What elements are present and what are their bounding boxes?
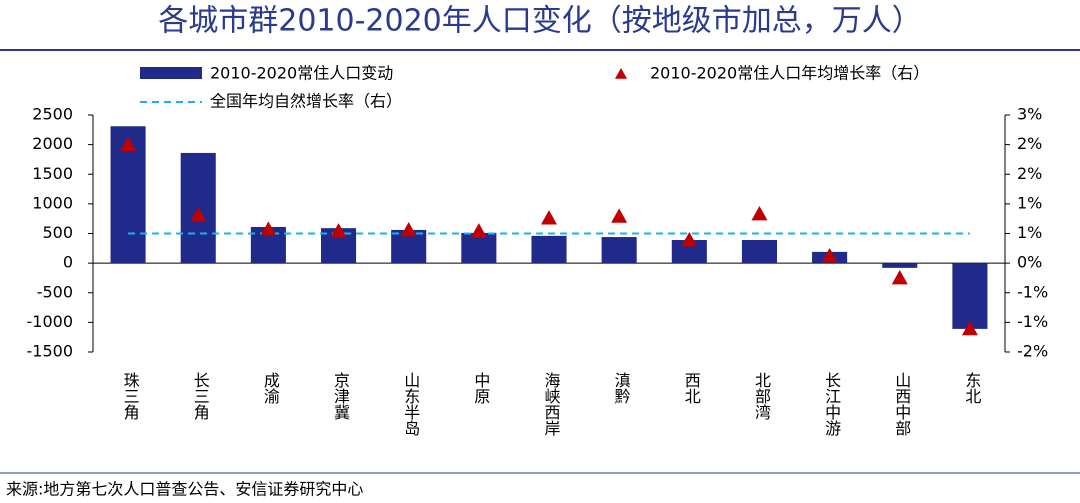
bar: [882, 263, 918, 268]
x-tick-label: 京津冀: [331, 372, 350, 420]
y-tick-label: 500: [42, 223, 73, 242]
y2-tick-label: 1%: [1017, 193, 1042, 212]
x-tick-label: 海峡西岸: [542, 372, 561, 436]
x-tick-label: 西北: [682, 372, 701, 404]
bar: [461, 232, 497, 264]
marker: [891, 269, 908, 285]
x-tick-label: 中原: [471, 372, 490, 404]
bar: [741, 240, 777, 264]
legend-label: 2010-2020常住人口年均增长率（右）: [650, 64, 929, 83]
y2-tick-label: 2%: [1017, 134, 1042, 153]
legend-swatch: [615, 68, 627, 79]
x-tick-label: 东北: [962, 372, 981, 404]
x-tick-label: 珠三角: [121, 372, 140, 421]
legend-label: 2010-2020常住人口变动: [210, 64, 393, 83]
x-tick-label: 长江中游: [822, 372, 841, 437]
bar: [601, 237, 637, 264]
y2-tick-label: -1%: [1017, 282, 1048, 301]
x-tick-label: 滇黔: [612, 372, 631, 404]
marker: [961, 320, 978, 336]
marker: [190, 207, 207, 222]
chart-title: 各城市群2010-2020年人口变化（按地级市加总，万人）: [158, 4, 922, 39]
marker: [400, 221, 417, 237]
y-tick-label: 0: [63, 253, 73, 272]
legend-label: 全国年均自然增长率（右）: [210, 92, 402, 111]
y-tick-label: -500: [37, 282, 73, 301]
marker: [260, 221, 277, 236]
y2-tick-label: 0%: [1017, 253, 1042, 272]
bar: [671, 240, 707, 264]
marker: [751, 205, 768, 221]
y-tick-label: 2500: [32, 105, 73, 124]
x-tick-label: 山东半岛: [401, 372, 420, 437]
y2-tick-label: -1%: [1017, 312, 1048, 331]
y2-tick-label: -2%: [1017, 342, 1048, 361]
bar: [531, 235, 567, 264]
marker: [330, 223, 347, 238]
marker: [470, 223, 487, 238]
y-tick-label: 2000: [32, 134, 73, 153]
marker: [611, 208, 628, 223]
x-tick-label: 北部湾: [752, 372, 771, 420]
legend-swatch: [140, 67, 202, 79]
x-tick-label: 成渝: [261, 372, 280, 405]
y-tick-label: 1500: [32, 164, 73, 183]
y-tick-label: -1500: [27, 342, 74, 361]
marker: [541, 210, 557, 225]
bar: [952, 263, 988, 329]
y2-tick-label: 1%: [1017, 223, 1042, 242]
y-tick-label: 1000: [32, 193, 73, 212]
y-tick-label: -1000: [27, 312, 74, 331]
source: 来源:地方第七次人口普查公告、安信证券研究中心: [6, 480, 363, 499]
marker: [681, 232, 698, 247]
y2-tick-label: 3%: [1017, 105, 1042, 124]
marker: [821, 248, 838, 263]
marker: [120, 136, 137, 152]
x-tick-label: 长三角: [191, 372, 210, 421]
x-tick-label: 山西中部: [892, 372, 911, 436]
y2-tick-label: 2%: [1017, 164, 1042, 183]
